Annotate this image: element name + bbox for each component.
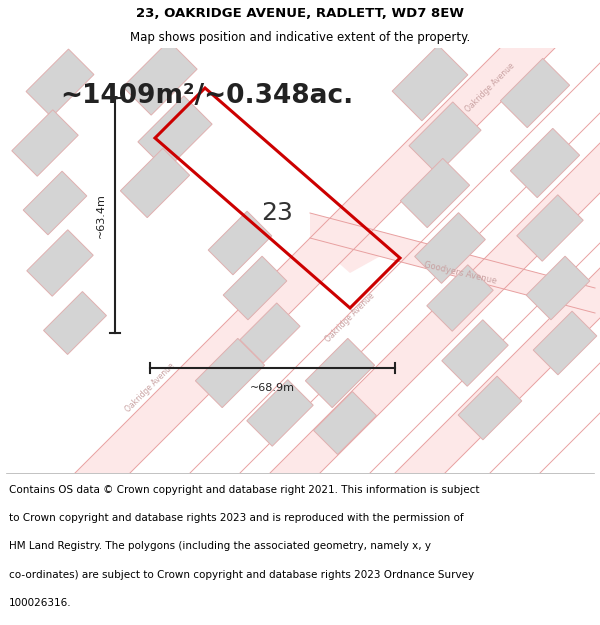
Polygon shape bbox=[270, 143, 600, 473]
Polygon shape bbox=[121, 148, 190, 218]
Text: Map shows position and indicative extent of the property.: Map shows position and indicative extent… bbox=[130, 31, 470, 44]
Text: ~68.9m: ~68.9m bbox=[250, 383, 295, 393]
Polygon shape bbox=[138, 96, 212, 170]
Polygon shape bbox=[395, 268, 600, 473]
Polygon shape bbox=[123, 41, 197, 115]
Polygon shape bbox=[533, 311, 597, 375]
Polygon shape bbox=[442, 320, 508, 386]
Polygon shape bbox=[517, 195, 583, 261]
Polygon shape bbox=[12, 110, 78, 176]
Polygon shape bbox=[305, 338, 374, 408]
Polygon shape bbox=[223, 256, 287, 320]
Text: 23, OAKRIDGE AVENUE, RADLETT, WD7 8EW: 23, OAKRIDGE AVENUE, RADLETT, WD7 8EW bbox=[136, 7, 464, 20]
Polygon shape bbox=[511, 128, 580, 198]
Polygon shape bbox=[409, 102, 481, 174]
Text: 23: 23 bbox=[262, 201, 293, 225]
Text: Oakridge Avenue: Oakridge Avenue bbox=[124, 362, 176, 414]
Text: Oakridge Avenue: Oakridge Avenue bbox=[323, 292, 376, 344]
Polygon shape bbox=[427, 265, 493, 331]
Polygon shape bbox=[196, 338, 265, 408]
Polygon shape bbox=[240, 303, 300, 363]
Polygon shape bbox=[247, 380, 313, 446]
Text: ~1409m²/~0.348ac.: ~1409m²/~0.348ac. bbox=[60, 83, 353, 109]
Text: Goodyers Avenue: Goodyers Avenue bbox=[423, 260, 497, 286]
Text: 100026316.: 100026316. bbox=[9, 598, 71, 608]
Polygon shape bbox=[44, 291, 106, 354]
Polygon shape bbox=[23, 171, 87, 235]
Polygon shape bbox=[208, 211, 272, 275]
Polygon shape bbox=[526, 256, 590, 320]
Text: co-ordinates) are subject to Crown copyright and database rights 2023 Ordnance S: co-ordinates) are subject to Crown copyr… bbox=[9, 569, 474, 579]
Polygon shape bbox=[310, 213, 595, 313]
Polygon shape bbox=[75, 48, 555, 473]
Polygon shape bbox=[26, 49, 94, 117]
Text: HM Land Registry. The polygons (including the associated geometry, namely x, y: HM Land Registry. The polygons (includin… bbox=[9, 541, 431, 551]
Polygon shape bbox=[27, 230, 93, 296]
Text: ~63.4m: ~63.4m bbox=[96, 193, 106, 238]
Text: to Crown copyright and database rights 2023 and is reproduced with the permissio: to Crown copyright and database rights 2… bbox=[9, 513, 464, 523]
Polygon shape bbox=[310, 218, 395, 273]
Text: Contains OS data © Crown copyright and database right 2021. This information is : Contains OS data © Crown copyright and d… bbox=[9, 485, 479, 495]
Polygon shape bbox=[392, 45, 468, 121]
Polygon shape bbox=[500, 58, 569, 127]
Text: Oakridge Avenue: Oakridge Avenue bbox=[464, 62, 517, 114]
Polygon shape bbox=[400, 158, 470, 228]
Polygon shape bbox=[415, 213, 485, 283]
Polygon shape bbox=[314, 391, 376, 454]
Polygon shape bbox=[458, 376, 522, 440]
